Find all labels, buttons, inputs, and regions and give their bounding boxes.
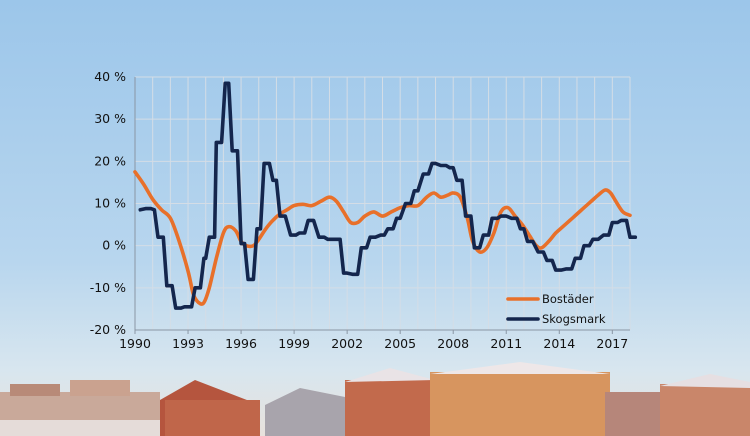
y-tick-label: 40 % xyxy=(94,69,126,84)
axes xyxy=(134,77,630,334)
x-axis-ticks: 1990 1993 1996 1999 2002 2005 2008 2011 2014 2017 xyxy=(119,330,628,351)
x-tick-label: 2008 xyxy=(437,336,469,351)
x-tick-label: 2011 xyxy=(490,336,522,351)
y-tick-label: 20 % xyxy=(94,153,126,168)
x-tick-label: 2005 xyxy=(384,336,416,351)
city-skyline xyxy=(0,362,750,436)
legend-label-bostader: Bostäder xyxy=(542,292,594,306)
series-line-bostader xyxy=(133,170,632,306)
series-line-skogsmark xyxy=(138,81,638,310)
x-tick-label: 2014 xyxy=(543,336,575,351)
series-layer xyxy=(133,81,638,310)
legend-label-skogsmark: Skogsmark xyxy=(542,312,606,326)
x-tick-label: 2002 xyxy=(331,336,363,351)
y-tick-label: -20 % xyxy=(90,322,126,337)
y-tick-label: 0 % xyxy=(102,238,126,253)
x-tick-label: 1990 xyxy=(119,336,151,351)
x-tick-label: 2017 xyxy=(596,336,628,351)
y-axis-ticks: 40 % 30 % 20 % 10 % 0 % -10 % -20 % xyxy=(90,69,126,337)
y-tick-label: 30 % xyxy=(94,111,126,126)
x-tick-label: 1996 xyxy=(225,336,257,351)
y-tick-label: 10 % xyxy=(94,196,126,211)
x-tick-label: 1999 xyxy=(278,336,310,351)
x-tick-label: 1993 xyxy=(172,336,204,351)
legend: Bostäder Skogsmark xyxy=(506,292,606,326)
y-tick-label: -10 % xyxy=(90,280,126,295)
